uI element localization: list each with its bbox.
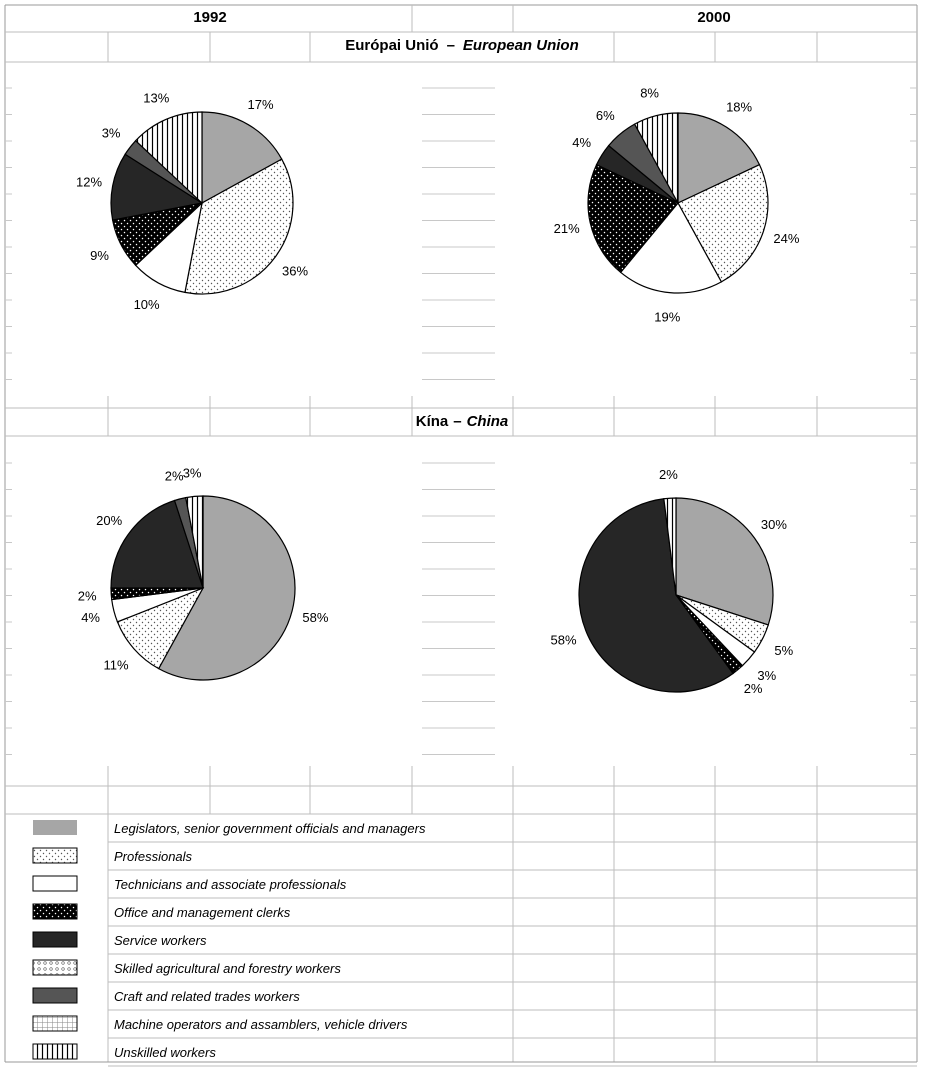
legend-item-professionals: Professionals bbox=[32, 847, 193, 864]
pie-label-legislators-senior-government-officials-and-managers: 30% bbox=[761, 517, 787, 532]
pie-label-professionals: 24% bbox=[773, 231, 799, 246]
legend-swatch-technicians-and-associate-professionals bbox=[32, 875, 78, 892]
pie-label-technicians-and-associate-professionals: 10% bbox=[134, 297, 160, 312]
legend-swatch-unskilled-workers bbox=[32, 1043, 78, 1060]
pie-label-legislators-senior-government-officials-and-managers: 18% bbox=[726, 100, 752, 115]
legend-label: Unskilled workers bbox=[114, 1045, 216, 1060]
pie-slice-legislators-senior-government-officials-and-managers bbox=[157, 495, 296, 681]
pie-slice-unskilled-workers bbox=[185, 495, 204, 589]
legend-item-office-and-management-clerks: Office and management clerks bbox=[32, 903, 291, 920]
pie-label-craft-and-related-trades-workers: 6% bbox=[596, 108, 615, 123]
pie-label-professionals: 5% bbox=[774, 643, 793, 658]
pie-label-technicians-and-associate-professionals: 3% bbox=[757, 668, 776, 683]
pie-slice-legislators-senior-government-officials-and-managers bbox=[675, 497, 774, 626]
legend-label: Office and management clerks bbox=[114, 905, 291, 920]
pie-k-na-2000: 30%5%3%2%58%2% bbox=[550, 467, 793, 696]
legend-label: Legislators, senior government officials… bbox=[114, 821, 426, 836]
legend-label: Craft and related trades workers bbox=[114, 989, 300, 1004]
pie-slice-service-workers bbox=[578, 498, 734, 693]
pie-slice-unskilled-workers bbox=[134, 111, 203, 205]
pie-label-professionals: 36% bbox=[282, 264, 308, 279]
legend-label: Machine operators and assamblers, vehicl… bbox=[114, 1017, 408, 1032]
pie-label-unskilled-workers: 8% bbox=[640, 86, 659, 101]
legend-label: Professionals bbox=[114, 849, 193, 864]
pie-eur-pai-uni-1992: 17% 36% 10% 9% 12% 3% 13% bbox=[76, 91, 308, 312]
section-title-china-en: China bbox=[467, 413, 509, 430]
pie-label-unskilled-workers: 3% bbox=[183, 466, 202, 481]
pie-label-office-and-management-clerks: 9% bbox=[90, 248, 109, 263]
section-title-eu-en: European Union bbox=[463, 37, 579, 54]
pie-slice-legislators-senior-government-officials-and-managers bbox=[201, 111, 283, 205]
section-title-eu-hu: Európai Unió bbox=[345, 37, 438, 54]
legend-label: Technicians and associate professionals bbox=[114, 877, 347, 892]
legend-swatch-office-and-management-clerks bbox=[32, 903, 78, 920]
section-title-eu-sep: – bbox=[447, 37, 455, 54]
legend-item-craft-and-related-trades-workers: Craft and related trades workers bbox=[32, 987, 300, 1004]
pie-label-craft-and-related-trades-workers: 2% bbox=[165, 469, 184, 484]
section-title-china: Kína – China bbox=[416, 413, 509, 430]
pie-label-service-workers: 20% bbox=[96, 513, 122, 528]
year-header-2000: 2000 bbox=[697, 9, 730, 26]
section-title-china-sep: – bbox=[453, 413, 461, 430]
legend-swatch-machine-operators-and-assamblers-vehicle-drivers bbox=[32, 1015, 78, 1032]
pie-label-office-and-management-clerks: 2% bbox=[744, 681, 763, 696]
pie-label-office-and-management-clerks: 21% bbox=[554, 221, 580, 236]
legend-item-technicians-and-associate-professionals: Technicians and associate professionals bbox=[32, 875, 347, 892]
year-header-1992: 1992 bbox=[193, 9, 226, 26]
pie-slice-service-workers bbox=[110, 499, 204, 589]
pie-slice-legislators-senior-government-officials-and-managers bbox=[677, 112, 761, 204]
pie-k-na-1992: 58%11%4%2%20%2% 3% bbox=[78, 466, 329, 681]
legend-item-unskilled-workers: Unskilled workers bbox=[32, 1043, 216, 1060]
pie-label-unskilled-workers: 13% bbox=[143, 91, 169, 106]
pie-charts: 17% 36% 10% 9% 12% 3% 13% 18% 24% 19% 21% 4% 6% 8% 58%… bbox=[76, 86, 800, 697]
legend-swatch-skilled-agricultural-and-forestry-workers bbox=[32, 959, 78, 976]
pie-label-technicians-and-associate-professionals: 19% bbox=[654, 310, 680, 325]
table-grid bbox=[4, 4, 918, 1067]
pie-eur-pai-uni-2000: 18% 24% 19% 21% 4% 6% 8% bbox=[554, 86, 800, 325]
legend-swatch-craft-and-related-trades-workers bbox=[32, 987, 78, 1004]
legend-item-skilled-agricultural-and-forestry-workers: Skilled agricultural and forestry worker… bbox=[32, 959, 341, 976]
pie-label-service-workers: 58% bbox=[550, 633, 576, 648]
pie-slice-professionals bbox=[677, 163, 769, 283]
section-title-eu: Európai Unió – European Union bbox=[345, 37, 579, 54]
legend-swatch-legislators-senior-government-officials-and-managers bbox=[33, 820, 77, 835]
pie-label-professionals: 11% bbox=[103, 658, 128, 673]
pie-label-unskilled-workers: 2% bbox=[659, 467, 678, 482]
pie-label-service-workers: 4% bbox=[572, 135, 591, 150]
pie-label-technicians-and-associate-professionals: 4% bbox=[81, 610, 100, 625]
section-title-china-hu: Kína bbox=[416, 413, 449, 430]
legend-label: Service workers bbox=[114, 933, 207, 948]
pie-slice-unskilled-workers bbox=[633, 112, 679, 204]
legend-label: Skilled agricultural and forestry worker… bbox=[114, 961, 341, 976]
legend-swatch-service-workers bbox=[32, 931, 78, 948]
pie-slice-service-workers bbox=[110, 153, 204, 221]
legend: Legislators, senior government officials… bbox=[32, 820, 426, 1060]
legend-swatch-professionals bbox=[32, 847, 78, 864]
pie-label-service-workers: 12% bbox=[76, 175, 102, 190]
pie-label-office-and-management-clerks: 2% bbox=[78, 588, 97, 603]
legend-item-machine-operators-and-assamblers-vehicle-drivers: Machine operators and assamblers, vehicl… bbox=[32, 1015, 408, 1032]
pie-label-legislators-senior-government-officials-and-managers: 17% bbox=[247, 97, 273, 112]
legend-item-legislators-senior-government-officials-and-managers: Legislators, senior government officials… bbox=[33, 820, 426, 836]
pie-label-craft-and-related-trades-workers: 3% bbox=[102, 126, 121, 141]
pie-slice-technicians-and-associate-professionals bbox=[619, 201, 723, 294]
pie-label-legislators-senior-government-officials-and-managers: 58% bbox=[302, 610, 328, 625]
pie-slice-professionals bbox=[184, 158, 294, 295]
pie-slice-office-and-management-clerks bbox=[587, 163, 679, 274]
pie-slice-unskilled-workers bbox=[663, 497, 677, 596]
legend-item-service-workers: Service workers bbox=[32, 931, 207, 948]
